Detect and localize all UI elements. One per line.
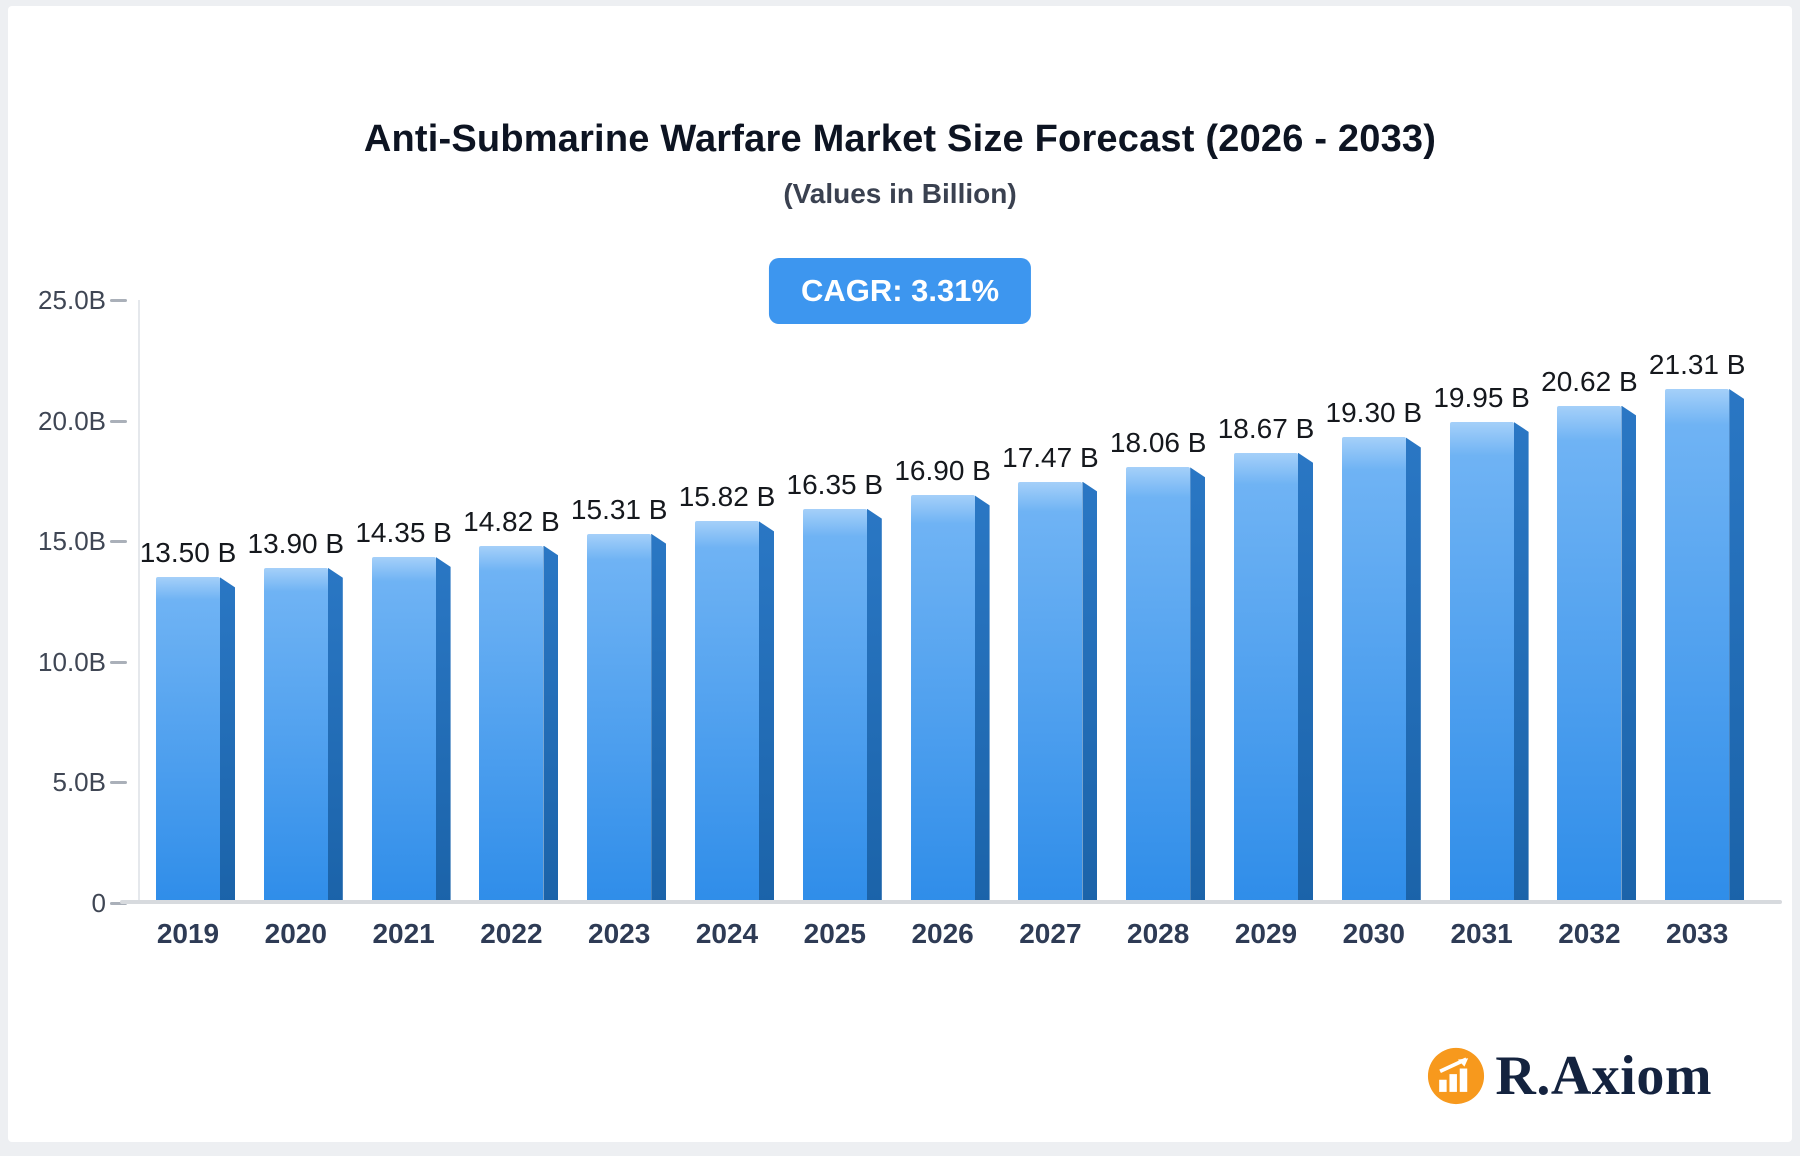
bar-side-face — [1298, 452, 1313, 903]
bar-front-face — [1557, 405, 1622, 903]
bar-side-face — [866, 508, 882, 903]
bar — [1018, 481, 1098, 903]
bar-value-label: 14.82 B — [463, 505, 560, 537]
x-tick-label: 2027 — [1019, 918, 1082, 949]
y-tick-label: 25.0B — [38, 285, 106, 315]
plot-area: 0 5.0B 10.0B 15.0B 20.0B 25.0B 13.50 B 13.90 B 1… — [38, 285, 1778, 918]
bar-value-label: 16.90 B — [894, 455, 991, 487]
bar-front-face — [1234, 452, 1298, 903]
chart-card: Anti-Submarine Warfare Market Size Forec… — [8, 6, 1792, 1142]
bar-value-label: 15.31 B — [570, 493, 668, 525]
bar — [695, 521, 774, 903]
y-tick-label: 5.0B — [52, 767, 107, 798]
bar-side-face — [1082, 481, 1098, 903]
bar-side-face — [435, 556, 451, 903]
bar-front-face — [910, 495, 975, 903]
y-tick-label: 20.0B — [38, 405, 106, 436]
bar-side-face — [651, 533, 667, 903]
bar-side-face — [759, 521, 774, 903]
bar-value-label: 14.35 B — [355, 516, 452, 548]
x-axis-baseline — [120, 900, 1782, 904]
bar-value-label: 16.35 B — [786, 468, 884, 500]
cagr-badge: CAGR: 3.31% — [768, 258, 1032, 324]
bar-value-label: 19.95 B — [1433, 381, 1530, 413]
bar — [1665, 389, 1745, 903]
bar-front-face — [802, 508, 867, 903]
bar — [479, 545, 559, 903]
bar-side-face — [220, 577, 235, 903]
x-tick-label: 2023 — [588, 918, 651, 949]
bar-value-label: 13.90 B — [247, 527, 345, 559]
x-tick-label: 2028 — [1127, 918, 1190, 949]
x-tick-label: 2019 — [156, 918, 220, 949]
x-tick-label: 2029 — [1234, 918, 1298, 949]
bar-value-label: 21.31 B — [1648, 349, 1746, 381]
bar-side-face — [1621, 405, 1637, 903]
y-tick-mark — [110, 660, 127, 664]
bar — [1234, 452, 1313, 903]
bar-side-face — [1405, 437, 1421, 903]
bar-front-face — [1665, 389, 1730, 903]
bar-value-label: 18.67 B — [1217, 412, 1315, 444]
chart-subtitle: (Values in Billion) — [783, 178, 1017, 209]
bar — [371, 556, 451, 903]
bar-side-face — [1729, 389, 1745, 903]
x-tick-label: 2032 — [1558, 918, 1621, 949]
bar-side-face — [1190, 467, 1206, 903]
bar-side-face — [1513, 421, 1529, 903]
bar-side-face — [543, 545, 559, 903]
bar-front-face — [371, 556, 436, 903]
x-tick-label: 2020 — [264, 918, 327, 949]
bar — [587, 533, 667, 903]
y-tick-label: 15.0B — [38, 526, 106, 557]
brand-name: R.Axiom — [1495, 1045, 1712, 1107]
chart-title: Anti-Submarine Warfare Market Size Forec… — [363, 118, 1437, 160]
bar-side-face — [327, 567, 343, 903]
bar-value-label: 20.62 B — [1541, 365, 1638, 397]
x-tick-label: 2022 — [480, 918, 543, 949]
bar-value-label: 19.30 B — [1325, 397, 1423, 429]
y-tick-mark — [110, 540, 127, 544]
bar-front-face — [587, 533, 652, 903]
bar-front-face — [1341, 437, 1406, 903]
bar — [1341, 437, 1421, 903]
y-tick-mark — [110, 902, 127, 905]
bar — [802, 508, 882, 903]
bar-chart-logo-icon — [1428, 1047, 1485, 1105]
bar-front-face — [1126, 467, 1191, 903]
x-tick-label: 2025 — [803, 918, 866, 949]
bar-side-face — [974, 495, 990, 903]
bar — [263, 567, 343, 903]
bar-front-face — [695, 521, 759, 903]
x-tick-label: 2033 — [1666, 918, 1729, 949]
bar-value-label: 13.50 B — [139, 537, 237, 569]
x-tick-label: 2031 — [1450, 918, 1513, 949]
y-tick-label: 10.0B — [38, 646, 106, 677]
bar — [910, 495, 990, 903]
x-axis-labels: 2019 2020 2021 2022 2023 2024 2025 2026 2027 2028… — [138, 918, 1778, 958]
bar-value-label: 18.06 B — [1109, 427, 1207, 459]
y-tick-label: 0 — [91, 888, 106, 918]
bar-front-face — [1449, 421, 1514, 903]
x-tick-label: 2024 — [695, 918, 759, 949]
x-tick-label: 2026 — [911, 918, 974, 949]
bar — [1557, 405, 1637, 903]
bar-front-face — [263, 567, 328, 903]
y-tick-mark — [110, 419, 127, 423]
y-axis-line — [138, 300, 140, 903]
bar-value-label: 17.47 B — [1002, 441, 1099, 473]
x-tick-label: 2021 — [372, 918, 435, 949]
x-tick-label: 2030 — [1342, 918, 1405, 949]
brand-logo: R.Axiom — [1427, 1044, 1712, 1108]
bar-front-face — [156, 577, 220, 903]
bar — [1126, 467, 1206, 903]
y-tick-mark — [110, 781, 127, 785]
bar-front-face — [479, 545, 544, 903]
bar-value-label: 15.82 B — [678, 481, 776, 513]
bar — [156, 577, 235, 903]
y-tick-mark — [110, 299, 127, 302]
bar — [1449, 421, 1529, 903]
bar-front-face — [1018, 481, 1083, 903]
